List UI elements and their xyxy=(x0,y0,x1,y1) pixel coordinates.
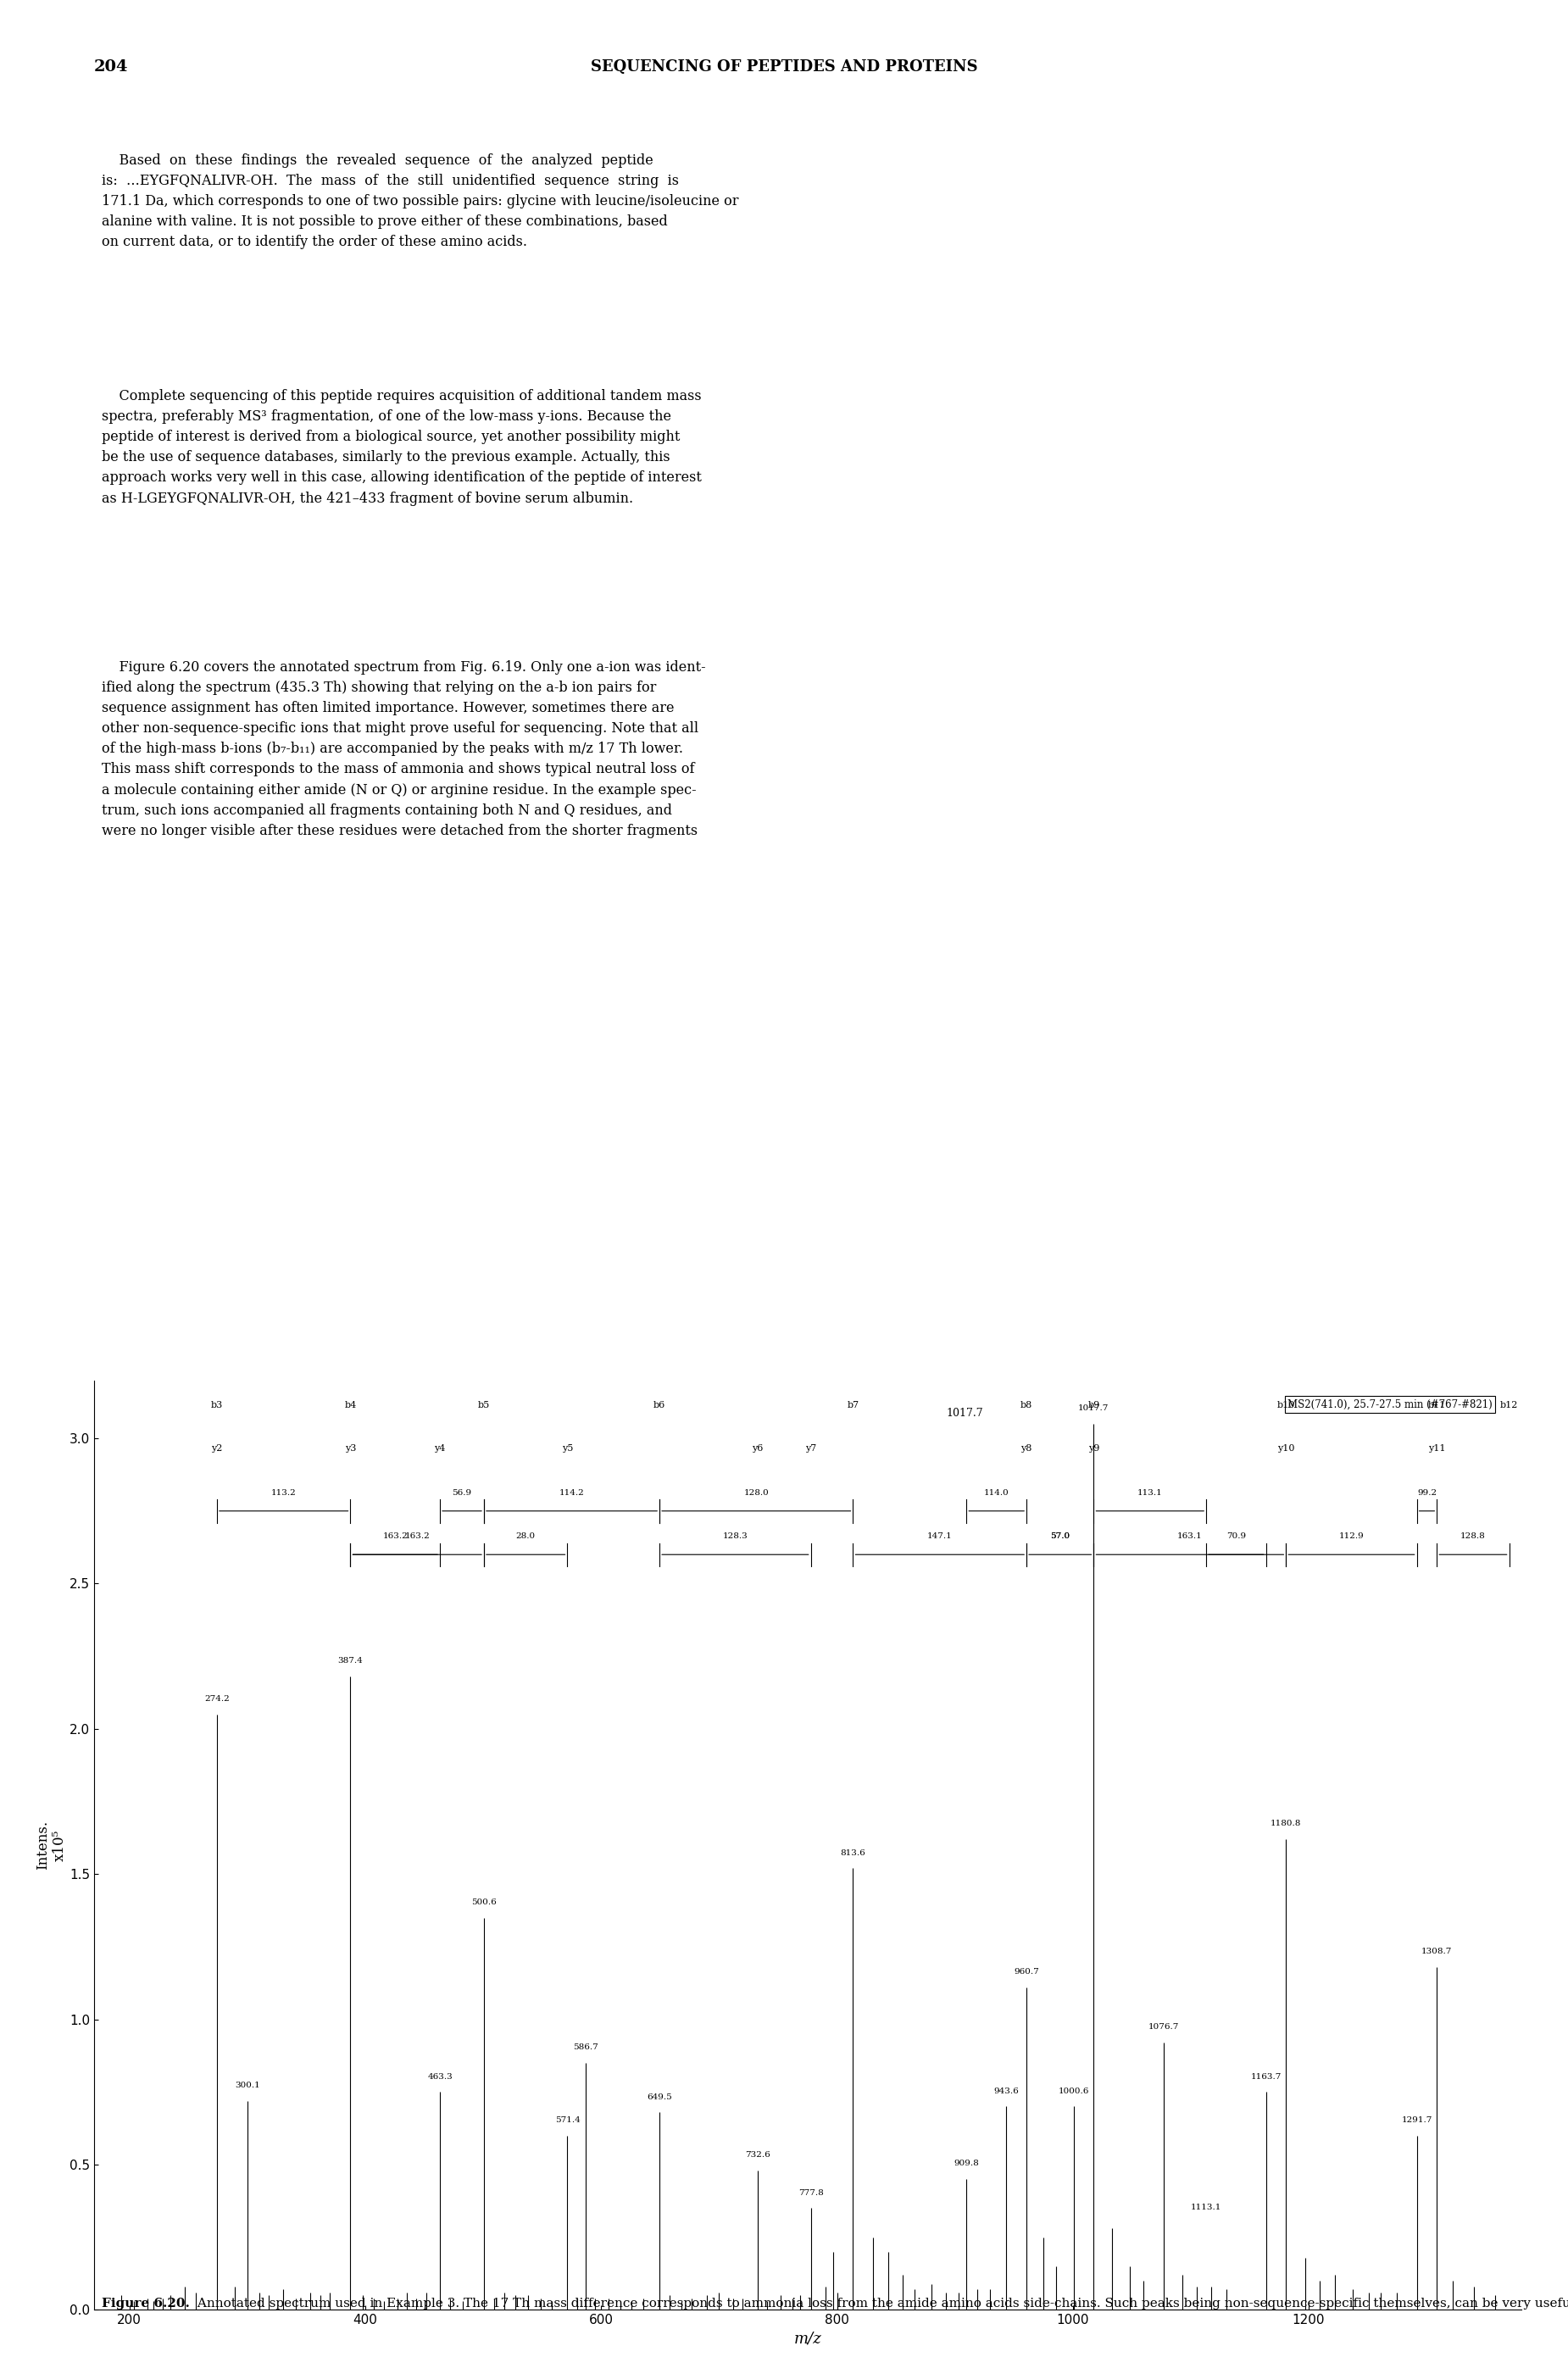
Text: 649.5: 649.5 xyxy=(648,2093,673,2100)
Text: 463.3: 463.3 xyxy=(428,2072,453,2081)
Text: y10: y10 xyxy=(1278,1445,1295,1452)
Text: 1000.6: 1000.6 xyxy=(1058,2088,1088,2095)
Text: Annotated spectrum used in Example 3. The 17 Th mass difference corresponds to a: Annotated spectrum used in Example 3. Th… xyxy=(193,2298,1568,2310)
Text: y7: y7 xyxy=(806,1445,817,1452)
Text: 128.0: 128.0 xyxy=(743,1490,768,1497)
Text: Based  on  these  findings  the  revealed  sequence  of  the  analyzed  peptide
: Based on these findings the revealed seq… xyxy=(102,153,739,250)
Text: b8: b8 xyxy=(1021,1400,1033,1409)
Text: 1308.7: 1308.7 xyxy=(1422,1947,1452,1956)
Text: 571.4: 571.4 xyxy=(555,2117,580,2124)
Text: y9: y9 xyxy=(1088,1445,1099,1452)
Text: y4: y4 xyxy=(434,1445,445,1452)
Text: 1017.7: 1017.7 xyxy=(1079,1405,1109,1412)
Text: 163.2: 163.2 xyxy=(405,1532,430,1539)
Text: b12: b12 xyxy=(1501,1400,1518,1409)
Text: b9: b9 xyxy=(1088,1400,1099,1409)
Text: 1017.7: 1017.7 xyxy=(946,1407,983,1419)
Text: y8: y8 xyxy=(1021,1445,1032,1452)
Text: y11: y11 xyxy=(1428,1445,1446,1452)
Text: 387.4: 387.4 xyxy=(337,1657,364,1664)
Text: SEQUENCING OF PEPTIDES AND PROTEINS: SEQUENCING OF PEPTIDES AND PROTEINS xyxy=(591,59,977,73)
Text: 1291.7: 1291.7 xyxy=(1402,2117,1432,2124)
Text: 813.6: 813.6 xyxy=(840,1848,866,1857)
Text: b4: b4 xyxy=(345,1400,356,1409)
Text: 300.1: 300.1 xyxy=(235,2081,260,2088)
Text: y5: y5 xyxy=(561,1445,572,1452)
Text: 113.2: 113.2 xyxy=(271,1490,296,1497)
Text: 960.7: 960.7 xyxy=(1014,1968,1040,1975)
Text: 1113.1: 1113.1 xyxy=(1190,2204,1221,2211)
Text: 99.2: 99.2 xyxy=(1417,1490,1436,1497)
Text: MS2(741.0), 25.7-27.5 min (#767-#821): MS2(741.0), 25.7-27.5 min (#767-#821) xyxy=(1287,1398,1493,1409)
Text: 586.7: 586.7 xyxy=(572,2044,597,2051)
Text: 274.2: 274.2 xyxy=(204,1695,229,1702)
Text: Figure 6.20.: Figure 6.20. xyxy=(102,2298,190,2310)
Text: 163.2: 163.2 xyxy=(383,1532,408,1539)
Text: Figure 6.20 covers the annotated spectrum from Fig. 6.19. Only one a-ion was ide: Figure 6.20 covers the annotated spectru… xyxy=(102,660,706,839)
Text: 909.8: 909.8 xyxy=(953,2159,978,2168)
Text: 204: 204 xyxy=(94,59,129,73)
Text: y6: y6 xyxy=(751,1445,764,1452)
Text: 57.0: 57.0 xyxy=(1051,1532,1069,1539)
Text: 500.6: 500.6 xyxy=(472,1897,497,1907)
Text: 114.2: 114.2 xyxy=(560,1490,585,1497)
Text: b7: b7 xyxy=(847,1400,859,1409)
Text: 777.8: 777.8 xyxy=(798,2190,823,2197)
Text: 57.0: 57.0 xyxy=(1051,1532,1069,1539)
Text: b3: b3 xyxy=(212,1400,223,1409)
Text: 56.9: 56.9 xyxy=(452,1490,472,1497)
Text: b6: b6 xyxy=(654,1400,665,1409)
Text: Complete sequencing of this peptide requires acquisition of additional tandem ma: Complete sequencing of this peptide requ… xyxy=(102,389,702,507)
Text: 1076.7: 1076.7 xyxy=(1148,2022,1179,2032)
Text: 943.6: 943.6 xyxy=(994,2088,1019,2095)
Text: b11: b11 xyxy=(1428,1400,1446,1409)
Text: 128.8: 128.8 xyxy=(1460,1532,1485,1539)
X-axis label: m/z: m/z xyxy=(793,2331,822,2348)
Text: 147.1: 147.1 xyxy=(927,1532,952,1539)
Text: b5: b5 xyxy=(478,1400,489,1409)
Text: y3: y3 xyxy=(345,1445,356,1452)
Text: 28.0: 28.0 xyxy=(516,1532,536,1539)
Text: 112.9: 112.9 xyxy=(1339,1532,1364,1539)
Text: 70.9: 70.9 xyxy=(1226,1532,1247,1539)
Text: 114.0: 114.0 xyxy=(983,1490,1010,1497)
Y-axis label: Intens.
x10⁵: Intens. x10⁵ xyxy=(36,1820,67,1869)
Text: 113.1: 113.1 xyxy=(1137,1490,1162,1497)
Text: 1163.7: 1163.7 xyxy=(1250,2072,1281,2081)
Text: y2: y2 xyxy=(212,1445,223,1452)
Text: 732.6: 732.6 xyxy=(745,2152,770,2159)
Text: 1180.8: 1180.8 xyxy=(1270,1820,1301,1827)
Text: b10: b10 xyxy=(1276,1400,1295,1409)
Text: 163.1: 163.1 xyxy=(1178,1532,1203,1539)
Text: 128.3: 128.3 xyxy=(723,1532,748,1539)
